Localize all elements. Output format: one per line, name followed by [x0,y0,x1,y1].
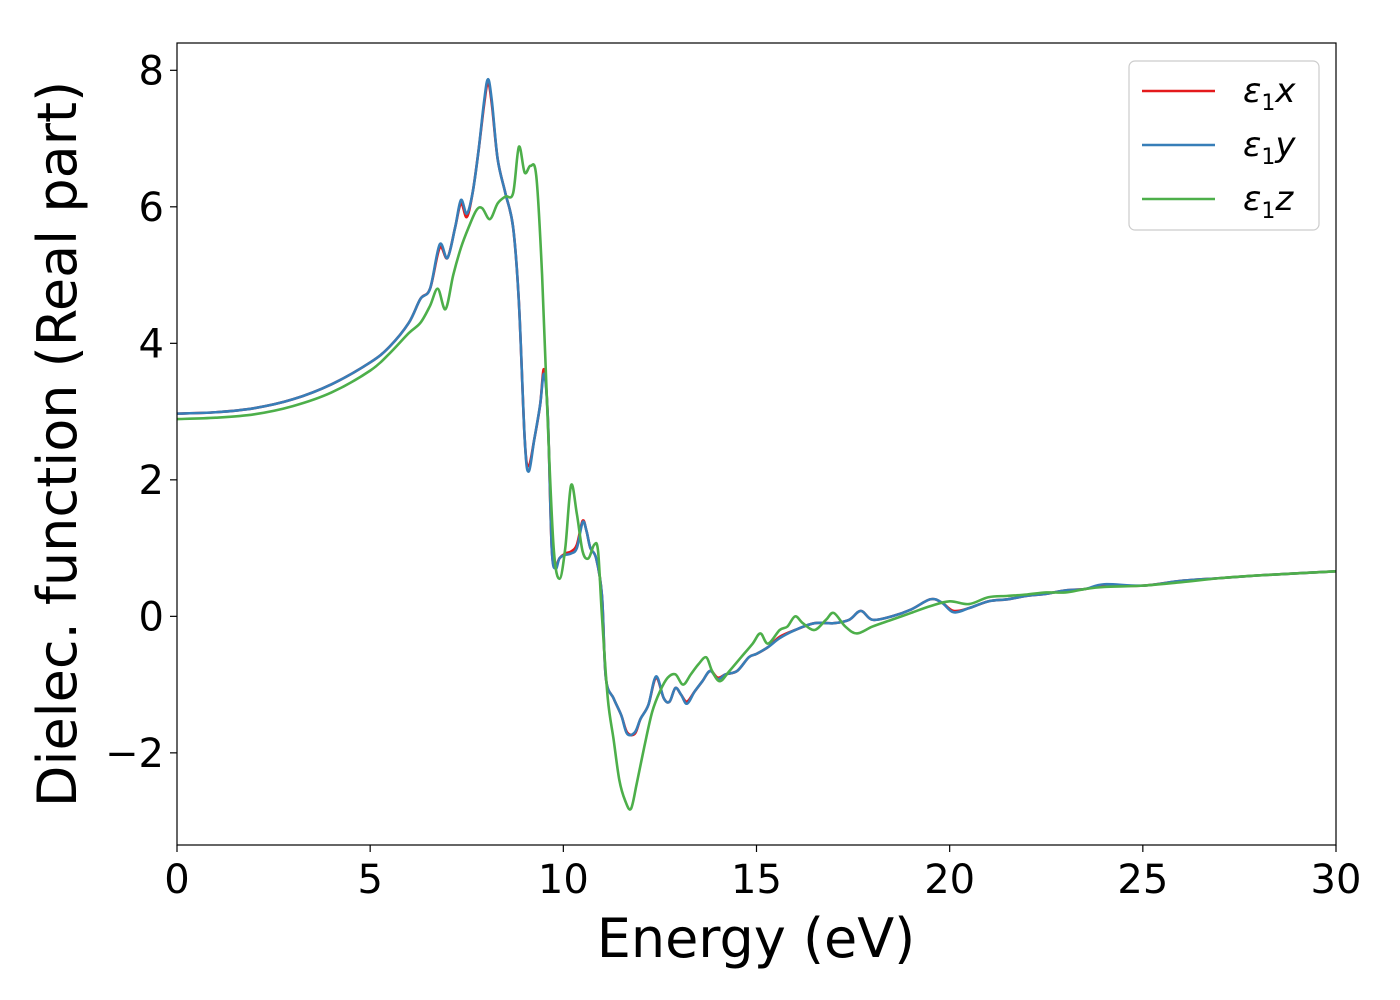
legend-label-z: ε1z [1243,179,1294,224]
x-axis-ticks: 0 5 10 15 20 25 30 [164,845,1361,903]
plot-lines [176,77,1337,811]
y-tick-label: 2 [139,458,164,504]
y-tick-label: 8 [139,48,164,94]
legend-symbol: ε [1243,71,1261,111]
x-tick-label: 5 [357,857,382,903]
legend-subscript: 1 [1261,145,1275,170]
legend-label-y: ε1y [1243,125,1296,170]
legend-subscript: 1 [1261,91,1275,116]
legend-label-x: ε1x [1243,71,1296,116]
x-tick-label: 20 [924,857,975,903]
x-tick-label: 15 [731,857,782,903]
y-axis-ticks: −2 0 2 4 6 8 [105,48,177,777]
x-tick-label: 25 [1117,857,1168,903]
y-tick-label: −2 [105,731,164,777]
x-tick-label: 0 [164,857,189,903]
x-tick-label: 30 [1311,857,1362,903]
legend-symbol: ε [1243,179,1261,219]
legend-symbol: ε [1243,125,1261,165]
x-tick-label: 10 [538,857,589,903]
y-tick-label: 4 [139,321,164,367]
legend-box [1128,60,1320,231]
legend-suffix: y [1274,125,1296,165]
y-tick-label: 6 [139,185,164,231]
legend-suffix: z [1274,179,1294,219]
legend-suffix: x [1274,71,1296,111]
legend-subscript: 1 [1261,199,1275,224]
y-axis-label: Dielec. function (Real part) [26,81,89,807]
y-tick-label: 0 [139,594,164,640]
x-axis-label: Energy (eV) [597,907,916,970]
series-line-z [176,145,1337,811]
